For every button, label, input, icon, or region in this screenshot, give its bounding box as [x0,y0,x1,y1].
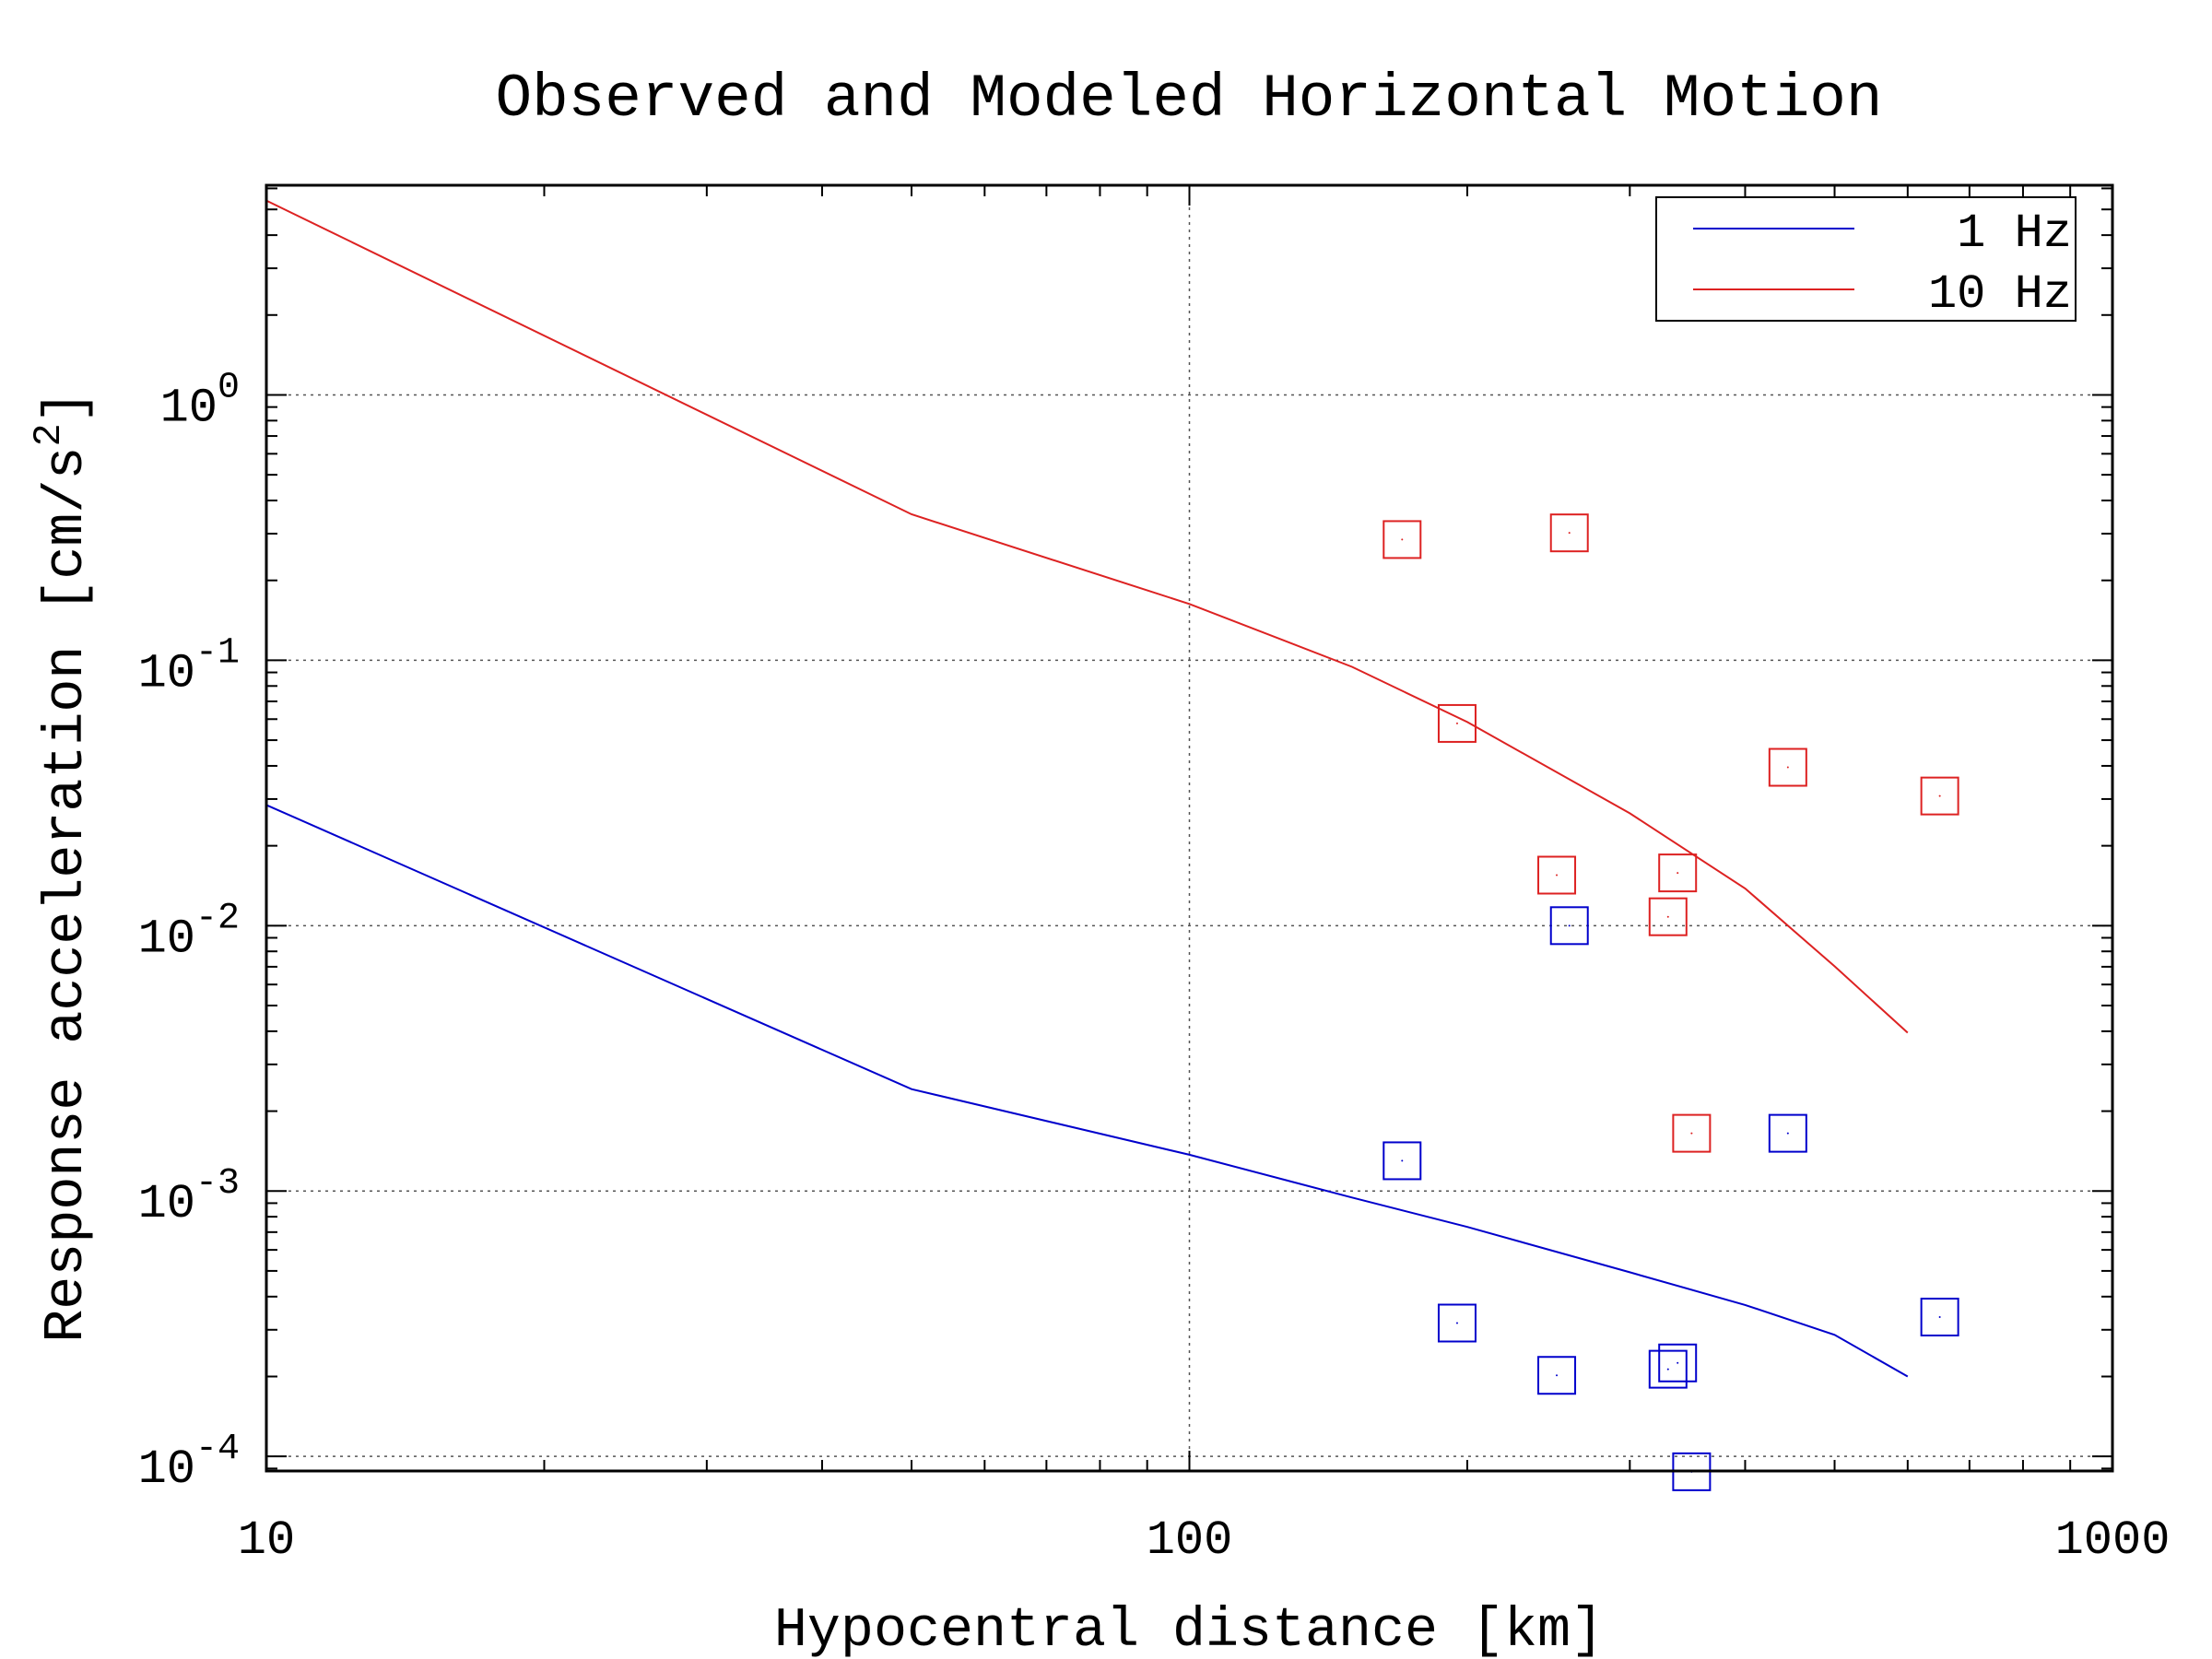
observed-marker-10hz [1549,513,1589,553]
model-line-1hz [265,804,1909,1378]
series-lines [265,199,1909,1378]
legend-label-1hz: 1 Hz [1957,206,2072,261]
observed-point-1hz [1786,1132,1789,1135]
y-tick-label: 10-4 [138,1429,240,1497]
observed-marker-1hz [1768,1113,1807,1153]
y-axis-label-base: Response acceleration [cm/s [36,447,99,1343]
observed-point-1hz [1556,1374,1559,1377]
observed-point-10hz [1677,872,1679,875]
y-tick-label: 10-2 [138,898,240,966]
plot-frame [265,183,2114,1473]
observed-marker-1hz [1648,1349,1688,1389]
y-axis-label: Response acceleration [cm/s2] [27,390,99,1342]
x-tick-label: 100 [1147,1513,1233,1568]
observed-marker-1hz [1382,1141,1422,1181]
y-axis-label-end: ] [36,390,99,423]
model-line-10hz [265,199,1909,1034]
observed-marker-10hz [1537,855,1577,895]
observed-markers [1382,513,1959,1491]
observed-marker-10hz [1648,897,1688,936]
observed-point-10hz [1666,915,1669,918]
observed-point-1hz [1455,1322,1458,1324]
observed-point-10hz [1938,794,1941,797]
observed-point-10hz [1556,874,1559,877]
y-axis-label-superscript: 2 [27,423,71,446]
observed-point-10hz [1786,766,1789,769]
observed-point-1hz [1677,1361,1679,1364]
observed-point-10hz [1690,1132,1693,1135]
legend-label-10hz: 10 Hz [1928,267,2072,322]
x-tick-label: 10 [238,1513,295,1568]
axis-ticks [265,185,2113,1471]
observed-point-10hz [1568,532,1571,535]
observed-point-10hz [1401,538,1404,541]
observed-marker-1hz [1920,1297,1959,1336]
observed-marker-1hz [1437,1303,1477,1343]
observed-point-10hz [1455,722,1458,724]
grid-lines [266,185,2112,1471]
observed-marker-1hz [1549,906,1589,946]
observed-marker-1hz [1658,1343,1698,1382]
observed-marker-10hz [1920,776,1959,816]
observed-marker-10hz [1437,703,1477,743]
observed-marker-10hz [1768,747,1807,787]
observed-point-1hz [1568,924,1571,927]
y-tick-label: 100 [160,367,240,435]
x-tick-label: 1000 [2055,1513,2171,1568]
observed-marker-10hz [1672,1113,1712,1153]
legend-box [1655,196,2077,322]
y-tick-label: 10-1 [138,632,240,700]
x-axis-label: Hypocentral distance [km] [774,1600,1604,1659]
x-tick-labels: 10 100 1000 [238,1513,2171,1568]
y-tick-label: 10-3 [138,1163,240,1231]
chart-title: Observed and Modeled Horizontal Motion [495,65,1882,134]
observed-marker-10hz [1382,520,1422,559]
observed-point-1hz [1666,1368,1669,1371]
observed-point-1hz [1401,1159,1404,1162]
y-tick-labels: 100 10-1 10-2 10-3 10-4 [138,367,240,1497]
observed-marker-1hz [1537,1356,1577,1395]
legend: 1 Hz 10 Hz [1655,196,2077,322]
observed-point-1hz [1938,1315,1941,1318]
observed-marker-10hz [1658,853,1698,893]
